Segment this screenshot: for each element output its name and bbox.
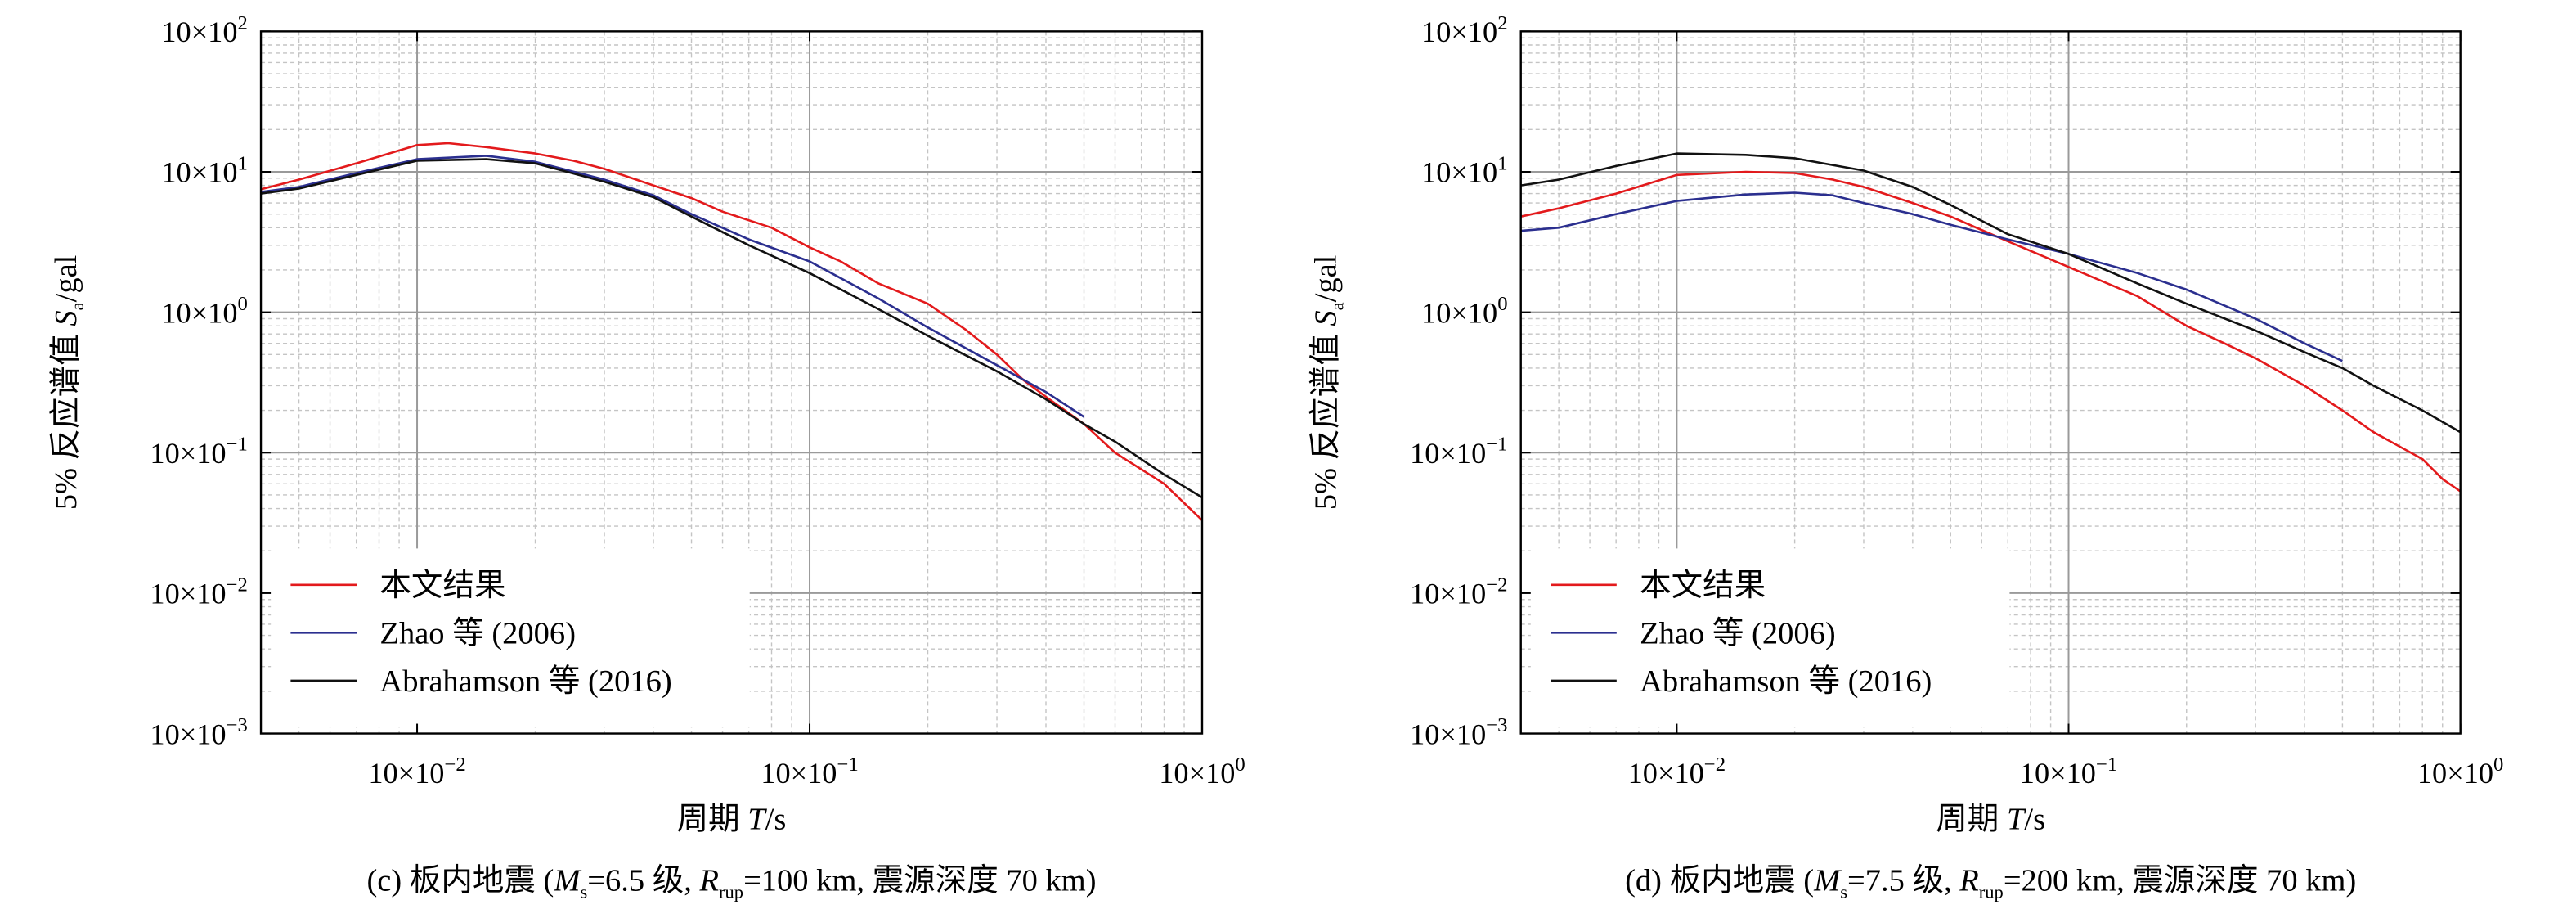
series-line-0 — [261, 142, 1202, 521]
panel-d: 10×10−2 10×10−1 10×100 10×102 10×101 10×100 10… — [1308, 12, 2504, 902]
series-group — [1520, 152, 2461, 493]
legend-label-1: Zhao 等 (2006) — [379, 615, 576, 650]
legend-label-2: Abrahamson 等 (2016) — [379, 664, 671, 699]
legend-label-1: Zhao 等 (2006) — [1640, 615, 1836, 650]
y-tick-label: 10×10−1 — [150, 434, 247, 470]
x-tick-label: 10×10−2 — [1628, 754, 1726, 790]
panel-caption: (d) 板内地震 (Ms=7.5 级, Rrup=200 km, 震源深度 70… — [1625, 862, 2356, 902]
series-line-2 — [1520, 152, 2461, 434]
x-axis-label: 周期 T/s — [677, 803, 787, 837]
y-tick-label: 10×102 — [161, 12, 248, 48]
y-tick-label: 10×10−1 — [1410, 434, 1507, 470]
series-line-2 — [261, 158, 1202, 499]
panel-caption: (c) 板内地震 (Ms=6.5 级, Rrup=100 km, 震源深度 70… — [366, 862, 1096, 902]
y-tick-label: 10×100 — [1421, 293, 1508, 329]
panel-c: 10×10−2 10×10−1 10×100 10×102 10×101 10×100 10… — [48, 12, 1245, 902]
ticks — [261, 30, 1203, 735]
y-tick-label: 10×102 — [1421, 12, 1508, 48]
y-tick-label: 10×101 — [161, 152, 248, 188]
legend-label-2: Abrahamson 等 (2016) — [1640, 664, 1932, 699]
x-tick-label: 10×100 — [1159, 754, 1245, 790]
x-tick-label: 10×100 — [2417, 754, 2504, 790]
y-axis-label: 5% 反应谱值 Sa/gal — [48, 255, 88, 511]
x-tick-label: 10×10−1 — [761, 754, 858, 790]
y-tick-label: 10×10−2 — [150, 574, 247, 610]
series-group — [261, 142, 1202, 521]
y-axis-label: 5% 反应谱值 Sa/gal — [1308, 255, 1348, 511]
x-tick-label: 10×10−1 — [2020, 754, 2117, 790]
x-tick-label: 10×10−2 — [368, 754, 465, 790]
series-line-0 — [1520, 170, 2461, 493]
y-tick-label: 10×10−2 — [1410, 574, 1507, 610]
x-axis-label: 周期 T/s — [1936, 803, 2045, 837]
series-line-1 — [261, 155, 1085, 418]
y-tick-label: 10×100 — [161, 293, 248, 329]
y-tick-label: 10×10−3 — [150, 714, 247, 750]
axes-frame — [259, 30, 1204, 735]
legend-box — [1530, 548, 2010, 727]
series-line-1 — [1520, 191, 2343, 362]
y-tick-label: 10×101 — [1421, 152, 1508, 188]
legend-label-0: 本文结果 — [1640, 568, 1766, 603]
legend-label-0: 本文结果 — [379, 568, 505, 603]
legend-box — [271, 548, 750, 727]
ticks — [1520, 30, 2462, 735]
y-tick-label: 10×10−3 — [1410, 714, 1507, 750]
axes-frame — [1519, 30, 2462, 735]
